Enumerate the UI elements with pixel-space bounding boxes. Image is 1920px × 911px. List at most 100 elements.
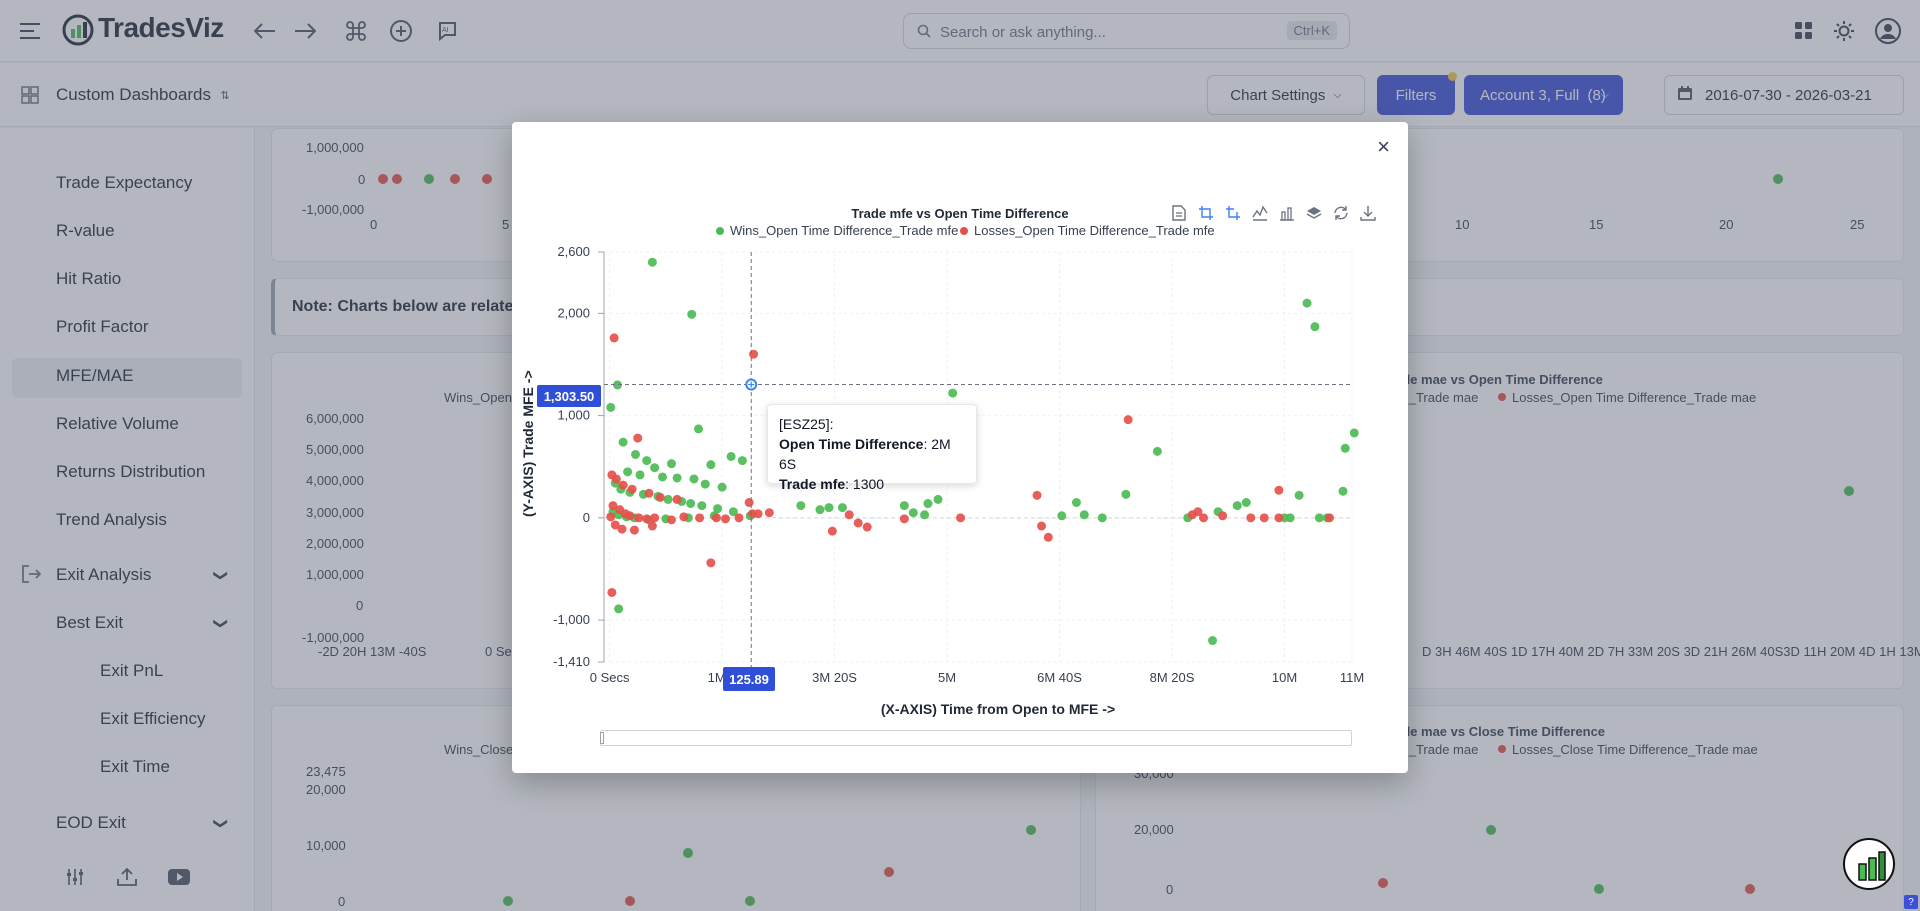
sidebar-item-r-value[interactable]: R-value — [56, 221, 115, 240]
loss-point — [1218, 511, 1228, 521]
loss-point — [1199, 513, 1209, 523]
legend-label: Losses_Close Time Difference_Trade mae — [1512, 742, 1758, 757]
sidebar-item-relative-volume[interactable]: Relative Volume — [56, 414, 179, 433]
account-label: Account 3, Full (8) — [1480, 86, 1606, 104]
loss-point — [607, 587, 617, 597]
sidebar-item-profit-factor[interactable]: Profit Factor — [56, 317, 149, 336]
sidebar-item-trade-expectancy[interactable]: Trade Expectancy — [56, 173, 193, 192]
sidebar-item-exit-pnl[interactable]: Exit PnL — [100, 661, 164, 680]
loss-point — [1246, 513, 1256, 523]
sidebar-item-mfe-mae[interactable]: MFE/MAE — [56, 366, 134, 385]
calendar-icon — [1677, 85, 1693, 105]
sidebar-item-exit-time[interactable]: Exit Time — [100, 757, 170, 776]
y-tick: 23,475 — [306, 764, 346, 779]
chart-title: ade mae vs Open Time Difference — [1395, 372, 1603, 387]
x-tick-label: 0 Secs — [590, 670, 630, 685]
ai-chat-icon[interactable]: AI — [436, 18, 462, 44]
y-tick-label: 0 — [583, 510, 590, 525]
sliders-icon[interactable] — [64, 866, 86, 888]
win-point — [815, 505, 825, 515]
top-bar: TradesViz AI Search or ask anything... C… — [0, 0, 1920, 62]
download-icon[interactable] — [1359, 204, 1377, 222]
loss-point — [618, 480, 628, 490]
restore-icon[interactable] — [1332, 204, 1350, 222]
youtube-icon[interactable] — [168, 866, 190, 888]
legend-label: Wins_Open Time Difference_Trade mfe — [730, 223, 959, 238]
app-name[interactable]: TradesViz — [98, 12, 224, 43]
sun-icon[interactable] — [1832, 19, 1856, 43]
loss-point — [609, 333, 619, 343]
bar-chart-icon[interactable] — [1278, 204, 1296, 222]
win-point — [1349, 428, 1359, 438]
legend-dot — [1498, 745, 1506, 753]
loss-point — [956, 513, 966, 523]
zoom-icon[interactable] — [1197, 204, 1215, 222]
y-tick: -1,000,000 — [302, 202, 365, 217]
hover-cross — [748, 381, 755, 388]
sidebar-item-exit-analysis[interactable]: Exit Analysis — [56, 565, 152, 584]
sidebar-item-returns-distribution[interactable]: Returns Distribution — [56, 462, 206, 481]
legend-item-losses[interactable]: Losses_Open Time Difference_Trade mfe — [960, 223, 1215, 238]
menu-icon[interactable] — [18, 18, 44, 44]
sidebar-item-best-exit[interactable]: Best Exit — [56, 613, 124, 632]
loss-point — [627, 484, 637, 494]
zoom-handle-left[interactable] — [600, 732, 604, 744]
win-point — [618, 437, 628, 447]
close-icon[interactable]: × — [1377, 134, 1390, 159]
y-tick: 5,000,000 — [306, 442, 364, 457]
stack-icon[interactable] — [1305, 204, 1323, 222]
sidebar-item-hit-ratio[interactable]: Hit Ratio — [56, 269, 122, 288]
win-point — [726, 451, 736, 461]
date-range-picker[interactable]: 2016-07-30 - 2026-03-21 — [1664, 75, 1904, 115]
sort-chevron-icon[interactable]: ⇅ — [220, 89, 230, 102]
sidebar-item-exit-efficiency[interactable]: Exit Efficiency — [100, 709, 206, 728]
forward-arrow-icon[interactable] — [292, 18, 318, 44]
back-arrow-icon[interactable] — [252, 18, 278, 44]
sidebar-item-eod-exit[interactable]: EOD Exit — [56, 813, 126, 832]
chevron-down-icon: ⌵ — [1333, 88, 1342, 101]
upload-icon[interactable] — [116, 866, 138, 888]
help-icon[interactable]: ? — [1904, 895, 1918, 909]
win-point — [824, 503, 834, 513]
dashboard-selector[interactable]: Custom Dashboards — [56, 85, 211, 104]
bg-point — [1026, 825, 1036, 835]
data-zoom-slider[interactable] — [600, 730, 1352, 746]
loss-point — [1274, 485, 1284, 495]
add-circle-icon[interactable] — [388, 18, 414, 44]
win-point — [612, 380, 622, 390]
win-point — [1097, 513, 1107, 523]
logo-icon[interactable] — [62, 14, 94, 46]
chart-title: Trade mfe vs Open Time Difference — [851, 206, 1069, 221]
loss-point — [853, 518, 863, 528]
zoom-reset-icon[interactable] — [1224, 204, 1242, 222]
bg-point — [683, 848, 693, 858]
chart-settings-button[interactable]: Chart Settings ⌵ — [1207, 75, 1365, 115]
win-point — [713, 504, 723, 514]
chart-toolbar — [1170, 204, 1377, 222]
win-point — [796, 501, 806, 511]
command-icon[interactable] — [343, 18, 369, 44]
floating-assistant-icon[interactable] — [1843, 838, 1895, 890]
filters-button[interactable]: Filters — [1377, 75, 1455, 115]
legend-dot — [1498, 393, 1506, 401]
sidebar-item-trend-analysis[interactable]: Trend Analysis — [56, 510, 167, 529]
loss-point — [1259, 513, 1269, 523]
y-tick: -1,000,000 — [302, 630, 365, 645]
loss-point — [1043, 532, 1053, 542]
win-point — [672, 473, 682, 483]
loss-point — [734, 513, 744, 523]
account-selector[interactable]: Account 3, Full (8) ⌵ — [1464, 75, 1623, 115]
loss-point — [695, 513, 705, 523]
data-view-icon[interactable] — [1170, 204, 1188, 222]
user-avatar-icon[interactable] — [1874, 17, 1902, 45]
legend-item-wins[interactable]: Wins_Open Time Difference_Trade mfe — [716, 223, 958, 238]
apps-grid-icon[interactable] — [1792, 19, 1816, 43]
line-chart-icon[interactable] — [1251, 204, 1269, 222]
win-point — [686, 499, 696, 509]
global-search[interactable]: Search or ask anything... Ctrl+K — [903, 13, 1350, 49]
tooltip-open-value: : 2M 6S — [779, 436, 951, 472]
x-tick: 0 Se — [485, 644, 512, 659]
win-point — [717, 482, 727, 492]
win-point — [933, 494, 943, 504]
loss-point — [1325, 513, 1335, 523]
